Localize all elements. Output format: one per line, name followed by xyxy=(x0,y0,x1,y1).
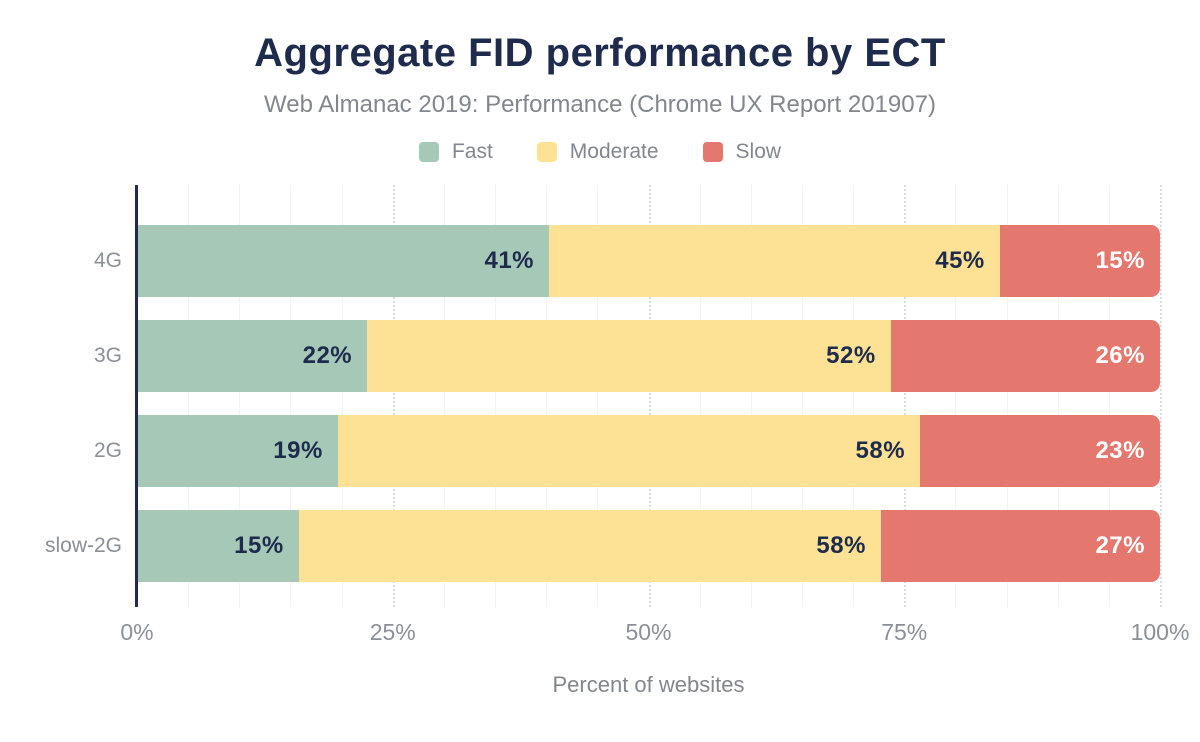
gridline-minor xyxy=(443,185,445,607)
legend-item-slow[interactable]: Slow xyxy=(702,140,782,164)
legend-item-moderate[interactable]: Moderate xyxy=(536,140,659,164)
legend-swatch-moderate xyxy=(536,142,557,162)
gridline-major xyxy=(648,185,651,607)
x-tick-label: 75% xyxy=(881,619,928,645)
gridline-minor xyxy=(495,185,497,607)
legend: Fast Moderate Slow xyxy=(0,140,1200,164)
gridline-minor xyxy=(699,185,701,607)
category-label: 2G xyxy=(93,439,122,462)
bar-value-label: 23% xyxy=(1095,437,1145,464)
gridline-major xyxy=(904,185,907,607)
category-label: slow-2G xyxy=(44,534,122,557)
bar-segment-moderate: 52% xyxy=(367,320,891,392)
bar-segment-moderate: 58% xyxy=(337,415,921,487)
bar-track: 19% 58% 23% xyxy=(137,415,1160,487)
bar-value-label: 58% xyxy=(855,437,906,464)
legend-label: Moderate xyxy=(569,140,659,163)
y-axis-line xyxy=(135,185,138,607)
gridline-major xyxy=(392,185,395,607)
bar-track: 22% 52% 26% xyxy=(137,320,1160,392)
gridline-minor xyxy=(1006,185,1008,607)
bar-row-4g: 4G 41% 45% 15% xyxy=(0,225,1200,297)
bar-row-2g: 2G 19% 58% 23% xyxy=(0,415,1200,487)
bar-value-label: 15% xyxy=(234,532,284,559)
bar-track: 15% 58% 27% xyxy=(137,510,1160,582)
bar-segment-fast: 41% xyxy=(137,225,550,297)
gridline-minor xyxy=(853,185,855,607)
bar-value-label: 27% xyxy=(1095,532,1145,559)
x-tick-label: 100% xyxy=(1130,619,1190,645)
gridline-minor xyxy=(801,185,803,607)
bar-segment-fast: 15% xyxy=(137,510,299,582)
gridlines xyxy=(137,185,1162,607)
legend-label: Fast xyxy=(451,140,493,163)
bar-value-label: 58% xyxy=(816,532,866,559)
category-label: 3G xyxy=(93,344,122,367)
bar-segment-moderate: 58% xyxy=(298,510,881,582)
bar-value-label: 52% xyxy=(826,342,876,369)
bar-rows: 4G 41% 45% 15% 3G 22% 52% 26% 2G 19% 58% 23% slow-2G… xyxy=(0,185,1200,607)
bar-track: 41% 45% 15% xyxy=(137,225,1161,297)
chart-card: Aggregate FID performance by ECT Web Alm… xyxy=(0,31,1200,697)
chart-title: Aggregate FID performance by ECT xyxy=(254,31,946,75)
bar-row-3g: 3G 22% 52% 26% xyxy=(0,320,1200,392)
gridline-minor xyxy=(1057,185,1059,607)
bar-segment-fast: 19% xyxy=(137,415,338,487)
gridline-major xyxy=(1160,185,1162,607)
legend-swatch-slow xyxy=(702,142,723,162)
gridline-minor xyxy=(188,185,190,607)
gridline-minor xyxy=(239,185,241,607)
legend-item-fast[interactable]: Fast xyxy=(418,140,493,164)
x-tick-label: 50% xyxy=(625,619,672,645)
bar-value-label: 26% xyxy=(1095,342,1145,369)
legend-label: Slow xyxy=(735,140,782,163)
bar-segment-slow: 26% xyxy=(890,320,1160,392)
bar-value-label: 19% xyxy=(273,437,323,464)
x-tick-label: 25% xyxy=(369,619,416,645)
gridline-minor xyxy=(1108,185,1110,607)
gridline-minor xyxy=(597,185,599,607)
bar-segment-slow: 27% xyxy=(880,510,1160,582)
bar-value-label: 45% xyxy=(935,247,985,274)
gridline-minor xyxy=(290,185,292,607)
gridline-minor xyxy=(955,185,957,607)
bar-row-slow-2g: slow-2G 15% 58% 27% xyxy=(0,510,1200,582)
gridline-minor xyxy=(750,185,752,607)
legend-swatch-fast xyxy=(418,142,439,162)
category-label: 4G xyxy=(93,249,122,272)
x-tick-label: 0% xyxy=(120,619,154,645)
bar-segment-fast: 22% xyxy=(137,320,368,392)
x-axis-ticks: 0% 25% 50% 75% 100% xyxy=(120,619,1189,646)
bar-value-label: 41% xyxy=(484,247,535,274)
bar-value-label: 22% xyxy=(302,342,353,369)
x-axis-title: Percent of websites xyxy=(552,672,745,697)
plot-area: 4G 41% 45% 15% 3G 22% 52% 26% 2G 19% 58% 23% slow-2G… xyxy=(0,185,1200,607)
gridline-minor xyxy=(546,185,548,607)
gridline-minor xyxy=(341,185,343,607)
bar-segment-moderate: 45% xyxy=(549,225,1000,297)
bar-value-label: 15% xyxy=(1095,247,1146,274)
bar-segment-slow: 15% xyxy=(999,225,1161,297)
bar-segment-slow: 23% xyxy=(920,415,1160,487)
chart-subtitle: Web Almanac 2019: Performance (Chrome UX… xyxy=(264,91,936,118)
